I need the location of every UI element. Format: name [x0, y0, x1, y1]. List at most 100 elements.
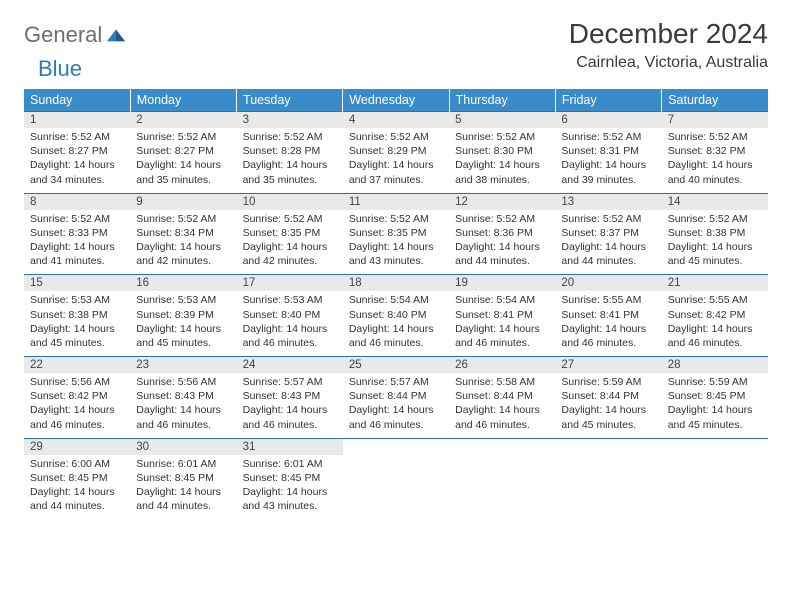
calendar-cell: 21Sunrise: 5:55 AM Sunset: 8:42 PM Dayli… [662, 275, 768, 357]
weekday-header: Saturday [662, 89, 768, 112]
day-number: 26 [449, 357, 555, 373]
day-details: Sunrise: 5:52 AM Sunset: 8:38 PM Dayligh… [662, 210, 768, 275]
calendar-cell: 30Sunrise: 6:01 AM Sunset: 8:45 PM Dayli… [130, 438, 236, 519]
day-number: 10 [237, 194, 343, 210]
day-number: 1 [24, 112, 130, 128]
day-details: Sunrise: 5:52 AM Sunset: 8:35 PM Dayligh… [237, 210, 343, 275]
day-number: 29 [24, 439, 130, 455]
day-number: 12 [449, 194, 555, 210]
calendar-cell: 16Sunrise: 5:53 AM Sunset: 8:39 PM Dayli… [130, 275, 236, 357]
calendar-cell: 12Sunrise: 5:52 AM Sunset: 8:36 PM Dayli… [449, 193, 555, 275]
day-number: 24 [237, 357, 343, 373]
logo-word2: Blue [38, 56, 82, 81]
day-details: Sunrise: 5:52 AM Sunset: 8:33 PM Dayligh… [24, 210, 130, 275]
calendar-cell: 3Sunrise: 5:52 AM Sunset: 8:28 PM Daylig… [237, 112, 343, 194]
day-details: Sunrise: 5:59 AM Sunset: 8:45 PM Dayligh… [662, 373, 768, 438]
calendar-cell: 4Sunrise: 5:52 AM Sunset: 8:29 PM Daylig… [343, 112, 449, 194]
day-details: Sunrise: 6:00 AM Sunset: 8:45 PM Dayligh… [24, 455, 130, 520]
calendar-cell: 14Sunrise: 5:52 AM Sunset: 8:38 PM Dayli… [662, 193, 768, 275]
day-number: 11 [343, 194, 449, 210]
day-details: Sunrise: 5:58 AM Sunset: 8:44 PM Dayligh… [449, 373, 555, 438]
calendar-cell: .. [343, 438, 449, 519]
calendar-cell: .. [555, 438, 661, 519]
calendar-cell: 24Sunrise: 5:57 AM Sunset: 8:43 PM Dayli… [237, 357, 343, 439]
day-number: 14 [662, 194, 768, 210]
calendar-row: 1Sunrise: 5:52 AM Sunset: 8:27 PM Daylig… [24, 112, 768, 194]
weekday-header: Thursday [449, 89, 555, 112]
day-number: 18 [343, 275, 449, 291]
day-number: 22 [24, 357, 130, 373]
day-details: Sunrise: 5:52 AM Sunset: 8:27 PM Dayligh… [24, 128, 130, 193]
day-details: Sunrise: 5:53 AM Sunset: 8:39 PM Dayligh… [130, 291, 236, 356]
day-details: Sunrise: 5:52 AM Sunset: 8:27 PM Dayligh… [130, 128, 236, 193]
day-number: 23 [130, 357, 236, 373]
day-details: Sunrise: 5:57 AM Sunset: 8:43 PM Dayligh… [237, 373, 343, 438]
weekday-header: Monday [130, 89, 236, 112]
day-number: 6 [555, 112, 661, 128]
calendar-cell: 28Sunrise: 5:59 AM Sunset: 8:45 PM Dayli… [662, 357, 768, 439]
weekday-header: Sunday [24, 89, 130, 112]
logo-word1: General [24, 24, 102, 46]
day-details: Sunrise: 5:53 AM Sunset: 8:38 PM Dayligh… [24, 291, 130, 356]
day-details: Sunrise: 5:55 AM Sunset: 8:41 PM Dayligh… [555, 291, 661, 356]
calendar-cell: 25Sunrise: 5:57 AM Sunset: 8:44 PM Dayli… [343, 357, 449, 439]
day-number: 25 [343, 357, 449, 373]
day-details: Sunrise: 6:01 AM Sunset: 8:45 PM Dayligh… [130, 455, 236, 520]
day-details: Sunrise: 5:55 AM Sunset: 8:42 PM Dayligh… [662, 291, 768, 356]
calendar-cell: 7Sunrise: 5:52 AM Sunset: 8:32 PM Daylig… [662, 112, 768, 194]
day-details: Sunrise: 5:52 AM Sunset: 8:36 PM Dayligh… [449, 210, 555, 275]
day-number: 9 [130, 194, 236, 210]
day-number: 7 [662, 112, 768, 128]
title-block: December 2024 Cairnlea, Victoria, Austra… [569, 18, 768, 72]
day-number: 31 [237, 439, 343, 455]
calendar-cell: 13Sunrise: 5:52 AM Sunset: 8:37 PM Dayli… [555, 193, 661, 275]
day-details: Sunrise: 6:01 AM Sunset: 8:45 PM Dayligh… [237, 455, 343, 520]
day-number: 13 [555, 194, 661, 210]
calendar-cell: 31Sunrise: 6:01 AM Sunset: 8:45 PM Dayli… [237, 438, 343, 519]
day-details: Sunrise: 5:54 AM Sunset: 8:41 PM Dayligh… [449, 291, 555, 356]
day-details: Sunrise: 5:54 AM Sunset: 8:40 PM Dayligh… [343, 291, 449, 356]
calendar-cell: 9Sunrise: 5:52 AM Sunset: 8:34 PM Daylig… [130, 193, 236, 275]
weekday-header: Wednesday [343, 89, 449, 112]
day-details: Sunrise: 5:52 AM Sunset: 8:31 PM Dayligh… [555, 128, 661, 193]
calendar-cell: 27Sunrise: 5:59 AM Sunset: 8:44 PM Dayli… [555, 357, 661, 439]
day-number: 2 [130, 112, 236, 128]
day-number: 20 [555, 275, 661, 291]
location: Cairnlea, Victoria, Australia [569, 54, 768, 72]
weekday-header: Friday [555, 89, 661, 112]
day-details: Sunrise: 5:52 AM Sunset: 8:28 PM Dayligh… [237, 128, 343, 193]
day-number: 3 [237, 112, 343, 128]
calendar-row: 8Sunrise: 5:52 AM Sunset: 8:33 PM Daylig… [24, 193, 768, 275]
day-details: Sunrise: 5:52 AM Sunset: 8:30 PM Dayligh… [449, 128, 555, 193]
calendar-cell: .. [449, 438, 555, 519]
day-number: 27 [555, 357, 661, 373]
day-details: Sunrise: 5:56 AM Sunset: 8:43 PM Dayligh… [130, 373, 236, 438]
day-number: 28 [662, 357, 768, 373]
calendar-cell: 22Sunrise: 5:56 AM Sunset: 8:42 PM Dayli… [24, 357, 130, 439]
day-details: Sunrise: 5:52 AM Sunset: 8:37 PM Dayligh… [555, 210, 661, 275]
calendar-row: 15Sunrise: 5:53 AM Sunset: 8:38 PM Dayli… [24, 275, 768, 357]
day-number: 30 [130, 439, 236, 455]
day-details: Sunrise: 5:53 AM Sunset: 8:40 PM Dayligh… [237, 291, 343, 356]
day-details: Sunrise: 5:52 AM Sunset: 8:32 PM Dayligh… [662, 128, 768, 193]
calendar-cell: 23Sunrise: 5:56 AM Sunset: 8:43 PM Dayli… [130, 357, 236, 439]
logo: General [24, 24, 129, 46]
day-details: Sunrise: 5:52 AM Sunset: 8:35 PM Dayligh… [343, 210, 449, 275]
calendar-cell: 2Sunrise: 5:52 AM Sunset: 8:27 PM Daylig… [130, 112, 236, 194]
calendar-cell: 26Sunrise: 5:58 AM Sunset: 8:44 PM Dayli… [449, 357, 555, 439]
day-details: Sunrise: 5:59 AM Sunset: 8:44 PM Dayligh… [555, 373, 661, 438]
logo-mark-icon [105, 26, 127, 44]
calendar-cell: 17Sunrise: 5:53 AM Sunset: 8:40 PM Dayli… [237, 275, 343, 357]
calendar-cell: 8Sunrise: 5:52 AM Sunset: 8:33 PM Daylig… [24, 193, 130, 275]
day-details: Sunrise: 5:52 AM Sunset: 8:29 PM Dayligh… [343, 128, 449, 193]
day-details: Sunrise: 5:56 AM Sunset: 8:42 PM Dayligh… [24, 373, 130, 438]
day-number: 21 [662, 275, 768, 291]
month-title: December 2024 [569, 18, 768, 50]
day-number: 19 [449, 275, 555, 291]
calendar-cell: 19Sunrise: 5:54 AM Sunset: 8:41 PM Dayli… [449, 275, 555, 357]
calendar-cell: 29Sunrise: 6:00 AM Sunset: 8:45 PM Dayli… [24, 438, 130, 519]
day-details: Sunrise: 5:57 AM Sunset: 8:44 PM Dayligh… [343, 373, 449, 438]
calendar-row: 29Sunrise: 6:00 AM Sunset: 8:45 PM Dayli… [24, 438, 768, 519]
day-number: 17 [237, 275, 343, 291]
day-number: 15 [24, 275, 130, 291]
